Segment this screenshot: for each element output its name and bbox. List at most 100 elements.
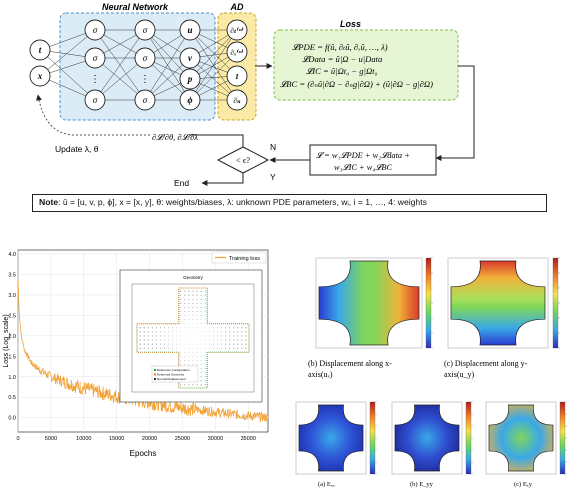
svg-text:u: u: [187, 25, 192, 35]
total-loss-line2: w₃𝓛IC + w₄𝓛BC: [334, 163, 393, 172]
y-tick-label: 0.5: [8, 395, 16, 401]
x-tick-label: 15000: [109, 436, 124, 442]
x-tick-label: 30000: [208, 436, 223, 442]
colorbar-ux: [425, 257, 433, 349]
output-node-3: ϕ: [179, 89, 201, 111]
contour-panels: (b) Displacement along x- axis(uₓ) (c) D…: [295, 257, 567, 488]
update-label: Update λ, θ: [55, 144, 99, 154]
inset-legend-2: Normal Displacement: [157, 377, 186, 381]
note-label: Note: [39, 197, 59, 207]
loss-box: [273, 29, 459, 101]
hidden-node-l2-1: σ: [134, 47, 156, 69]
output-node-1: v: [179, 47, 201, 69]
decision-label: < ϵ?: [236, 155, 250, 165]
y-tick-label: 0.0: [8, 416, 16, 422]
branch-yes: Y: [270, 172, 276, 182]
pinn-diagram: Neural Network AD Loss t x σ σ σ ⋮ σ σ σ ⋮ u v p ϕ ∂ₜ⁽…: [29, 2, 475, 188]
caption-c: (c) Displacement along y-: [444, 359, 528, 368]
y-tick-label: 1.0: [8, 375, 16, 381]
vdots-l1: ⋮: [90, 74, 100, 85]
caption-exx: (a) Eₓₓ: [318, 481, 335, 488]
caption-b: (b) Displacement along x-: [308, 359, 392, 368]
caption-exy: (c) Eₓy: [514, 481, 533, 488]
geometry-inset: Geometry Reference Configuration Deforme…: [119, 269, 263, 403]
svg-text:σ: σ: [143, 25, 148, 35]
y-tick-label: 2.0: [8, 334, 16, 340]
ad-node-1: ∂ₓ⁽ⁿ⁾: [226, 41, 248, 63]
contour-ux: [315, 257, 423, 349]
vdots-l2: ⋮: [140, 74, 150, 85]
contour-exx: [295, 401, 367, 475]
svg-text:ϕ: ϕ: [187, 95, 192, 105]
svg-text:σ: σ: [143, 95, 148, 105]
hidden-node-l1-1: σ: [84, 47, 106, 69]
branch-no: N: [270, 142, 276, 152]
hidden-node-l2-2: σ: [134, 89, 156, 111]
x-tick-label: 10000: [76, 436, 91, 442]
y-tick-label: 3.5: [8, 273, 16, 279]
caption-b-2: axis(uₓ): [308, 370, 333, 379]
colorbar-uy: [552, 257, 560, 349]
x-tick-label: 20000: [142, 436, 157, 442]
svg-text:σ: σ: [93, 25, 98, 35]
training-loss-chart: 0.0 0.5 1.0 1.5 2.0 2.5 3.0 3.5 4.0 0 5000 10000 150…: [3, 249, 269, 458]
caption-eyy: (b) E_yy: [410, 481, 434, 488]
inset-title: Geometry: [183, 275, 204, 280]
ad-node-3: ∂ₙ: [226, 89, 248, 111]
ad-title: AD: [230, 2, 244, 12]
svg-text:t: t: [39, 45, 42, 55]
loss-eq-bc: 𝓛BC = (∂ₙû|∂Ω − ∂ₙg|∂Ω) + (û|∂Ω − g|∂Ω): [280, 79, 433, 89]
loss-eq-ic: 𝓛IC = û|Ωt₀ − g|Ωt₀: [306, 66, 378, 76]
contour-exy: [485, 401, 557, 475]
y-tick-label: 3.0: [8, 293, 16, 299]
chart-legend: [211, 251, 267, 264]
note-box: Note: û = [u, v, p, ϕ], x = [x, y], θ: w…: [32, 194, 547, 212]
svg-text:σ: σ: [93, 95, 98, 105]
svg-text:σ: σ: [93, 53, 98, 63]
svg-text:I: I: [235, 72, 240, 81]
gradient-label: ∂𝓛/∂θ, ∂𝓛/∂λ: [152, 132, 198, 142]
x-tick-label: 0: [16, 436, 19, 442]
hidden-node-l2-0: σ: [134, 19, 156, 41]
caption-c-2: axis(u_y): [444, 370, 475, 379]
x-tick-label: 25000: [175, 436, 190, 442]
total-loss-box: [309, 144, 437, 176]
colorbar-eyy: [465, 401, 473, 475]
ad-node-2: I: [226, 65, 248, 87]
legend-label: Training loss: [229, 256, 260, 262]
inset-legend-1: Deformed Geometry: [157, 373, 185, 377]
svg-text:σ: σ: [143, 53, 148, 63]
hidden-node-l1-2: σ: [84, 89, 106, 111]
colorbar-exy: [559, 401, 567, 475]
svg-text:x: x: [37, 71, 43, 81]
x-tick-label: 5000: [45, 436, 57, 442]
total-loss-line1: 𝓛 = w₁𝓛PDE + w₂𝓛data +: [316, 151, 410, 160]
note-text: : û = [u, v, p, ϕ], x = [x, y], θ: weigh…: [58, 197, 427, 207]
svg-text:v: v: [188, 53, 193, 63]
colorbar-exx: [369, 401, 377, 475]
svg-text:p: p: [187, 74, 193, 84]
x-tick-label: 35000: [241, 436, 256, 442]
x-axis-label: Epochs: [130, 449, 157, 458]
hidden-node-l1-0: σ: [84, 19, 106, 41]
svg-text:∂ₜ⁽ⁿ⁾: ∂ₜ⁽ⁿ⁾: [230, 26, 244, 35]
loss-eq-pde: 𝓛PDE = f(û, ∂ₜû, ∂ₓû, …, λ): [292, 42, 388, 52]
y-tick-label: 2.5: [8, 313, 16, 319]
contour-uy: [447, 257, 549, 349]
end-label: End: [174, 178, 189, 188]
inset-legend-0: Reference Configuration: [157, 368, 190, 372]
loss-title: Loss: [340, 19, 361, 29]
svg-text:∂ₓ⁽ⁿ⁾: ∂ₓ⁽ⁿ⁾: [230, 48, 243, 57]
output-node-0: u: [179, 19, 201, 41]
input-node-x: x: [29, 65, 51, 87]
y-tick-label: 4.0: [8, 252, 16, 258]
ad-node-0: ∂ₜ⁽ⁿ⁾: [226, 19, 248, 41]
output-node-2: p: [179, 68, 201, 90]
nn-title: Neural Network: [102, 2, 169, 12]
y-tick-label: 1.5: [8, 354, 16, 360]
loss-eq-data: 𝓛Data = û|Ω − u|Data: [302, 54, 382, 64]
y-axis-label: Loss (Log_scale): [3, 314, 10, 367]
svg-text:∂ₙ: ∂ₙ: [233, 96, 241, 105]
input-node-t: t: [29, 39, 51, 61]
contour-eyy: [391, 401, 463, 475]
